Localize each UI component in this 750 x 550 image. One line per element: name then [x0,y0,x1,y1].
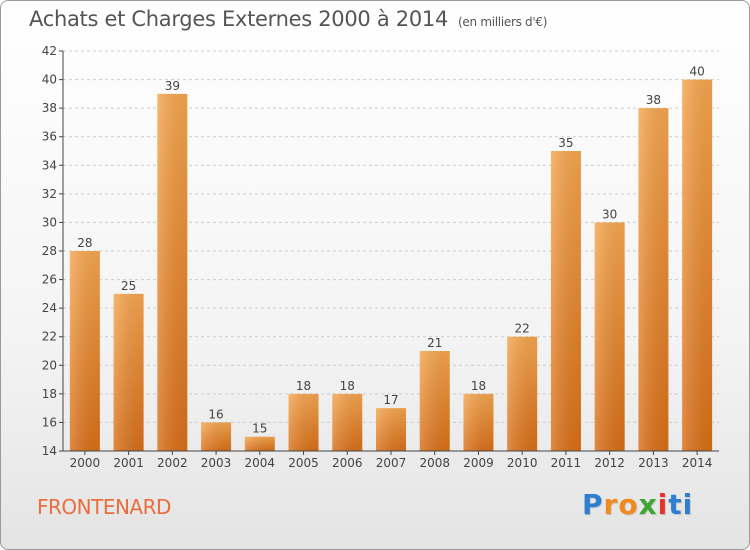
bar-value-label: 18 [471,379,486,393]
bar-shade [419,351,450,451]
y-tick-label: 18 [42,387,57,401]
bar-shade [69,251,100,451]
x-tick-label: 2010 [507,456,538,470]
y-tick-label: 42 [42,44,57,58]
bar-shade [594,222,625,451]
logo-letter: t [668,488,683,521]
y-tick-label: 22 [42,330,57,344]
logo-letter: r [603,488,619,521]
bar-value-label: 38 [646,93,661,107]
x-tick-label: 2007 [376,456,407,470]
x-tick-label: 2009 [463,456,494,470]
bar-value-label: 16 [208,407,223,421]
x-tick-label: 2006 [332,456,363,470]
logo-letter: i [682,488,694,521]
bar-shade [550,151,581,451]
bar-shade [201,422,232,451]
bar-shade [288,393,319,451]
bar-shade [244,436,275,451]
y-tick-label: 38 [42,101,57,115]
bar-value-label: 18 [296,379,311,393]
unit-label: (en milliers d'€) [458,15,548,29]
y-tick-label: 24 [42,301,57,315]
x-tick-label: 2003 [201,456,232,470]
x-tick-label: 2002 [157,456,188,470]
bar-value-label: 17 [383,393,398,407]
title-text: Achats et Charges Externes 2000 à 2014 [29,7,449,31]
x-tick-label: 2008 [419,456,450,470]
bar-shade [463,393,494,451]
bar-value-label: 22 [515,322,530,336]
x-tick-label: 2012 [594,456,625,470]
x-tick-label: 2004 [245,456,276,470]
bar-value-label: 15 [252,422,267,436]
x-tick-label: 2000 [70,456,101,470]
y-tick-label: 28 [42,244,57,258]
bar-value-label: 25 [121,279,136,293]
bar-shade [507,336,538,451]
y-tick-label: 20 [42,358,57,372]
y-tick-label: 32 [42,187,57,201]
y-tick-label: 14 [42,444,57,458]
x-tick-label: 2011 [551,456,582,470]
y-tick-label: 26 [42,273,57,287]
x-tick-label: 2005 [288,456,319,470]
commune-name: FRONTENARD [37,495,171,519]
bar-shade [113,293,144,451]
x-tick-label: 2001 [113,456,144,470]
logo-letter: P [582,488,604,521]
logo-letter: x [638,488,658,521]
y-tick-label: 40 [42,73,57,87]
logo-letter: o [618,488,639,521]
bar-value-label: 39 [165,79,180,93]
y-tick-label: 36 [42,130,57,144]
bar-shade [638,108,669,452]
y-tick-label: 16 [42,415,57,429]
bar-value-label: 35 [558,136,573,150]
x-tick-label: 2013 [638,456,669,470]
y-tick-label: 34 [42,158,57,172]
x-tick-label: 2014 [682,456,713,470]
logo-letter: i [657,488,669,521]
bar-value-label: 28 [77,236,92,250]
bar-shade [682,79,713,452]
chart-title: Achats et Charges Externes 2000 à 2014 (e… [29,7,547,31]
proxiti-logo: Proxiti [582,488,693,521]
y-tick-label: 30 [42,215,57,229]
bar-shade [332,393,363,451]
bar-value-label: 40 [689,65,704,79]
bar-shade [157,93,188,451]
bar-value-label: 30 [602,207,617,221]
bar-value-label: 21 [427,336,442,350]
bar-shade [376,408,406,451]
bar-value-label: 18 [340,379,355,393]
